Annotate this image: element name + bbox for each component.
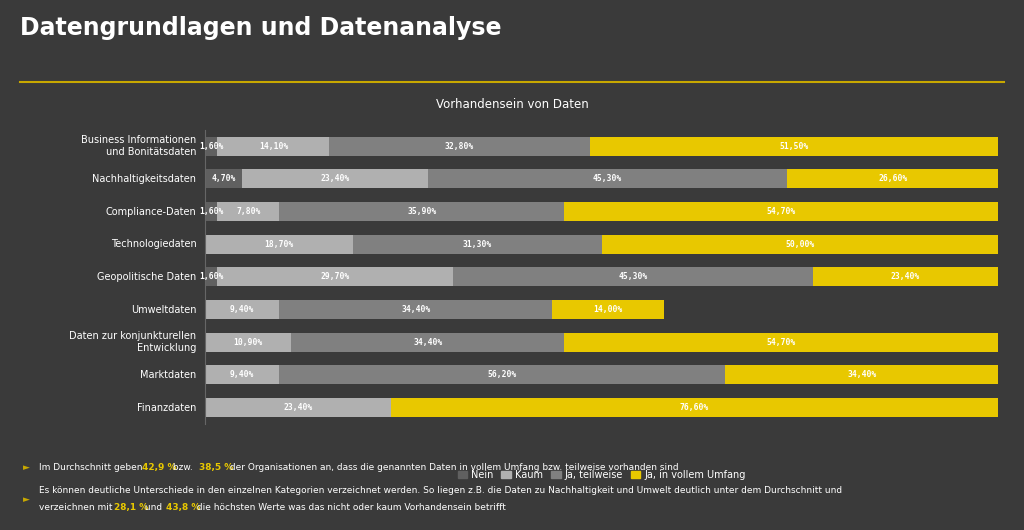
Text: 29,70%: 29,70% xyxy=(321,272,350,281)
Text: 23,40%: 23,40% xyxy=(891,272,921,281)
Text: 1,60%: 1,60% xyxy=(199,142,223,151)
Bar xyxy=(564,202,998,221)
Bar xyxy=(725,366,998,384)
Text: 7,80%: 7,80% xyxy=(237,207,261,216)
Text: ►: ► xyxy=(23,495,30,504)
Bar xyxy=(280,300,552,319)
Text: die höchsten Werte was das nicht oder kaum Vorhandensein betrifft: die höchsten Werte was das nicht oder ka… xyxy=(194,504,506,512)
Bar xyxy=(787,170,998,188)
Text: 9,40%: 9,40% xyxy=(230,305,254,314)
Bar xyxy=(428,170,787,188)
Bar xyxy=(454,268,813,286)
Bar xyxy=(205,170,242,188)
Bar xyxy=(242,170,428,188)
Text: 34,40%: 34,40% xyxy=(413,338,442,347)
Text: 34,40%: 34,40% xyxy=(401,305,430,314)
Text: 1,60%: 1,60% xyxy=(199,207,223,216)
Bar xyxy=(217,137,330,156)
Text: 1,60%: 1,60% xyxy=(199,272,223,281)
Text: 14,00%: 14,00% xyxy=(593,305,623,314)
Text: 56,20%: 56,20% xyxy=(487,370,517,379)
Text: ►: ► xyxy=(23,463,30,472)
Text: Im Durchschnitt geben: Im Durchschnitt geben xyxy=(39,463,145,472)
Text: 4,70%: 4,70% xyxy=(211,174,236,183)
Bar xyxy=(205,202,217,221)
Bar xyxy=(205,300,280,319)
Text: Es können deutliche Unterschiede in den einzelnen Kategorien verzeichnet werden.: Es können deutliche Unterschiede in den … xyxy=(39,486,842,494)
Text: bzw.: bzw. xyxy=(170,463,196,472)
Bar xyxy=(217,202,280,221)
Bar xyxy=(330,137,590,156)
Bar xyxy=(353,235,602,254)
Bar xyxy=(205,398,390,417)
Text: 51,50%: 51,50% xyxy=(779,142,809,151)
Text: 54,70%: 54,70% xyxy=(767,207,796,216)
Bar xyxy=(552,300,664,319)
Bar xyxy=(217,268,454,286)
Text: 50,00%: 50,00% xyxy=(785,240,815,249)
Bar xyxy=(291,333,564,352)
Text: 76,60%: 76,60% xyxy=(680,403,709,412)
Text: Vorhandensein von Daten: Vorhandensein von Daten xyxy=(435,98,589,111)
Bar xyxy=(205,235,353,254)
Text: und: und xyxy=(142,504,165,512)
Bar xyxy=(280,202,564,221)
Text: 32,80%: 32,80% xyxy=(444,142,474,151)
Text: Datengrundlagen und Datenanalyse: Datengrundlagen und Datenanalyse xyxy=(20,16,502,40)
Text: 23,40%: 23,40% xyxy=(321,174,349,183)
Text: 43,8 %: 43,8 % xyxy=(166,504,200,512)
Text: 14,10%: 14,10% xyxy=(259,142,288,151)
Legend: Nein, Kaum, Ja, teilweise, Ja, in vollem Umfang: Nein, Kaum, Ja, teilweise, Ja, in vollem… xyxy=(454,466,750,484)
Text: 38,5 %: 38,5 % xyxy=(199,463,232,472)
Text: 54,70%: 54,70% xyxy=(767,338,796,347)
Bar xyxy=(564,333,998,352)
Text: 45,30%: 45,30% xyxy=(593,174,623,183)
Text: 31,30%: 31,30% xyxy=(463,240,492,249)
Text: 45,30%: 45,30% xyxy=(618,272,647,281)
Bar xyxy=(590,137,998,156)
Text: 23,40%: 23,40% xyxy=(283,403,312,412)
Text: verzeichnen mit: verzeichnen mit xyxy=(39,504,116,512)
Text: 42,9 %: 42,9 % xyxy=(142,463,177,472)
Text: 10,90%: 10,90% xyxy=(233,338,263,347)
Bar xyxy=(280,366,725,384)
Bar xyxy=(205,268,217,286)
Text: 28,1 %: 28,1 % xyxy=(114,504,148,512)
Bar xyxy=(205,366,280,384)
Bar xyxy=(602,235,998,254)
Text: 26,60%: 26,60% xyxy=(879,174,907,183)
Bar xyxy=(205,333,291,352)
Text: 34,40%: 34,40% xyxy=(847,370,877,379)
Text: 35,90%: 35,90% xyxy=(408,207,436,216)
Text: 18,70%: 18,70% xyxy=(264,240,294,249)
Bar xyxy=(390,398,998,417)
Text: 9,40%: 9,40% xyxy=(230,370,254,379)
Bar xyxy=(205,137,217,156)
Text: der Organisationen an, dass die genannten Daten in vollem Umfang bzw. teilweise : der Organisationen an, dass die genannte… xyxy=(226,463,678,472)
Bar xyxy=(813,268,998,286)
